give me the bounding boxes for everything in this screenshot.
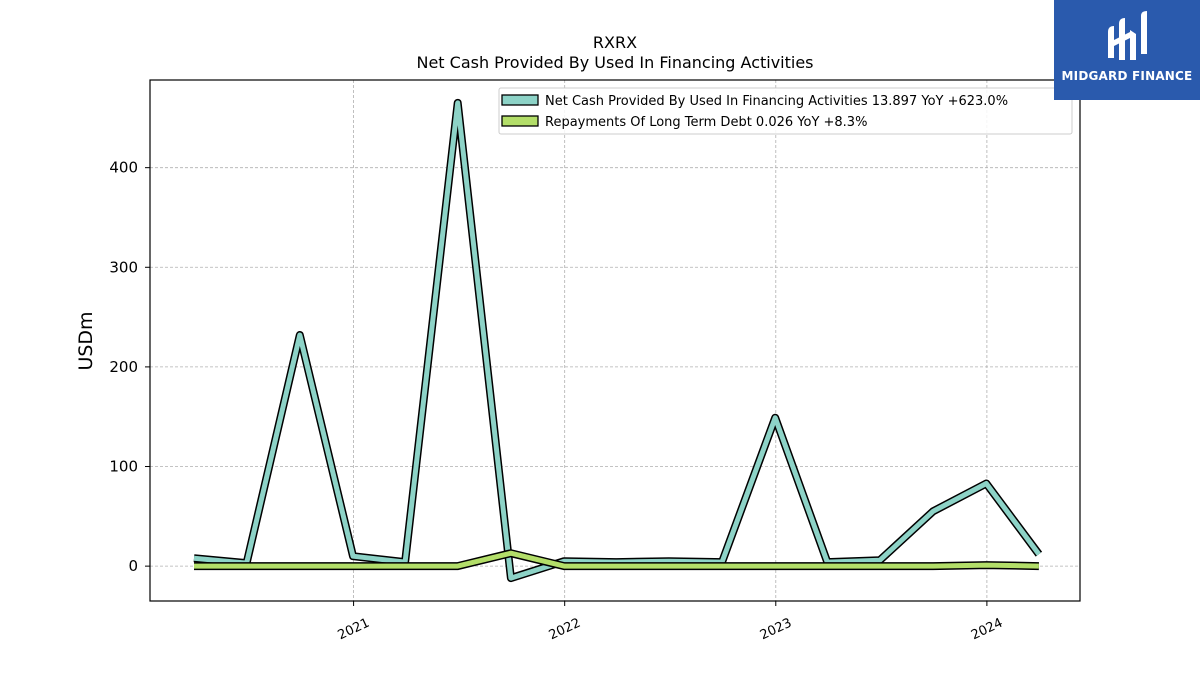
legend-swatch-net-cash-financing (501, 94, 539, 106)
x-tick-label: 2022 (547, 616, 583, 644)
chart-title: RXRX (593, 33, 637, 52)
series-line-net-cash-financing (193, 100, 1041, 581)
legend-swatch-repayments (501, 115, 539, 127)
x-tick-label: 2023 (758, 616, 794, 644)
y-tick-label: 400 (109, 159, 138, 177)
series-line-repayments (194, 550, 1039, 569)
midgard-logo-icon (1108, 11, 1147, 60)
legend: Net Cash Provided By Used In Financing A… (498, 87, 1073, 135)
x-tick-label: 2024 (969, 616, 1005, 644)
midgard-finance-logo: MIDGARD FINANCE (1054, 0, 1200, 100)
series-outline-net-cash-financing (193, 98, 1043, 583)
x-tick-label: 2021 (336, 616, 372, 644)
legend-label-repayments: Repayments Of Long Term Debt 0.026 YoY +… (545, 115, 867, 130)
axis-ticks: 0 100 200 300 400 2021 2022 2023 2024 (109, 159, 1005, 644)
y-tick-label: 300 (109, 258, 138, 276)
chart-subtitle: Net Cash Provided By Used In Financing A… (416, 53, 813, 72)
grid-lines (150, 80, 1080, 601)
legend-label-net-cash-financing: Net Cash Provided By Used In Financing A… (545, 94, 1008, 109)
plot-frame (149, 79, 1081, 602)
y-tick-label: 0 (128, 557, 138, 575)
logo-text: MIDGARD FINANCE (1061, 69, 1193, 83)
y-axis-label: USDm (75, 311, 97, 370)
series-layer (193, 98, 1043, 583)
y-tick-label: 100 (109, 458, 138, 476)
y-tick-label: 200 (109, 358, 138, 376)
legend-box (498, 87, 1073, 135)
